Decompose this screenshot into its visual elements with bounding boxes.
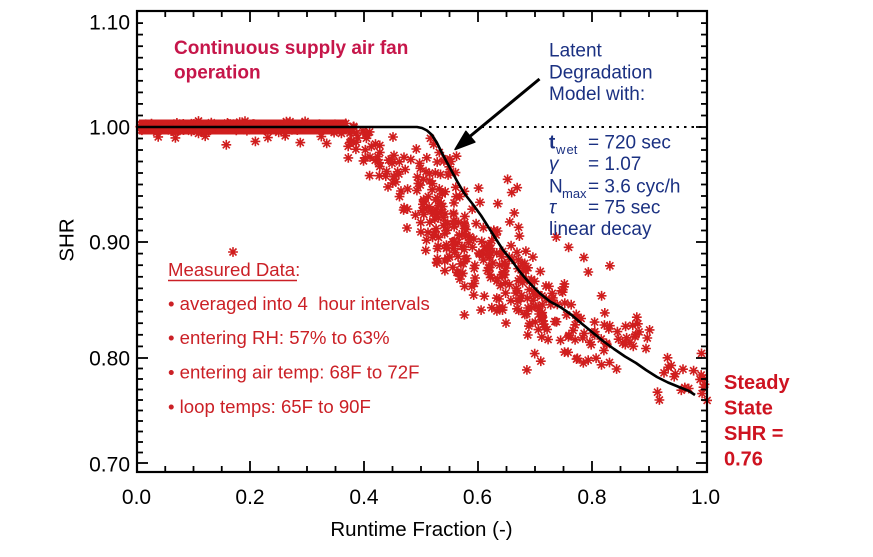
svg-text:0.80: 0.80: [89, 348, 130, 371]
svg-text:• loop temps: 65F to 90F: • loop temps: 65F to 90F: [168, 396, 371, 417]
svg-text:• entering RH: 57% to 63%: • entering RH: 57% to 63%: [168, 327, 390, 348]
svg-text:max: max: [562, 186, 587, 201]
svg-text:= 720 sec: = 720 sec: [588, 133, 671, 154]
svg-text:0.4: 0.4: [349, 486, 379, 509]
svg-text:Steady: Steady: [724, 372, 790, 394]
svg-text:1.10: 1.10: [89, 12, 130, 35]
svg-text:γ: γ: [549, 154, 560, 175]
svg-text:τ: τ: [549, 198, 558, 219]
svg-text:0.76: 0.76: [724, 449, 763, 471]
svg-text:= 75 sec: = 75 sec: [588, 198, 660, 219]
svg-text:0.8: 0.8: [577, 486, 606, 509]
svg-text:0.0: 0.0: [122, 486, 151, 509]
svg-text:SHR: SHR: [56, 218, 79, 261]
svg-text:State: State: [724, 398, 773, 420]
svg-text:0.6: 0.6: [463, 486, 492, 509]
svg-text:linear decay: linear decay: [549, 219, 652, 240]
svg-text:t: t: [549, 133, 556, 154]
svg-text:0.70: 0.70: [89, 454, 130, 477]
svg-text:1.00: 1.00: [89, 117, 130, 140]
svg-text:Degradation: Degradation: [549, 63, 653, 84]
svg-text:= 1.07: = 1.07: [588, 154, 641, 175]
svg-text:• entering air temp: 68F to 72: • entering air temp: 68F to 72F: [168, 362, 419, 383]
svg-text:operation: operation: [174, 63, 261, 84]
svg-text:Continuous supply air fan: Continuous supply air fan: [174, 38, 408, 59]
svg-text:Latent: Latent: [549, 41, 603, 62]
svg-text:Measured Data:: Measured Data:: [168, 259, 300, 280]
svg-text:0.90: 0.90: [89, 232, 130, 255]
svg-text:w et: w et: [555, 142, 578, 157]
svg-text:0.2: 0.2: [235, 486, 264, 509]
svg-text:• averaged into 4 hour interv: • averaged into 4 hour intervals: [168, 293, 430, 314]
svg-text:= 3.6 cyc/h: = 3.6 cyc/h: [588, 177, 680, 198]
svg-text:N: N: [549, 177, 563, 198]
svg-text:SHR =: SHR =: [724, 423, 783, 445]
svg-text:1.0: 1.0: [691, 486, 720, 509]
svg-text:Model with:: Model with:: [549, 84, 645, 105]
svg-text:Runtime Fraction (-): Runtime Fraction (-): [330, 518, 512, 541]
